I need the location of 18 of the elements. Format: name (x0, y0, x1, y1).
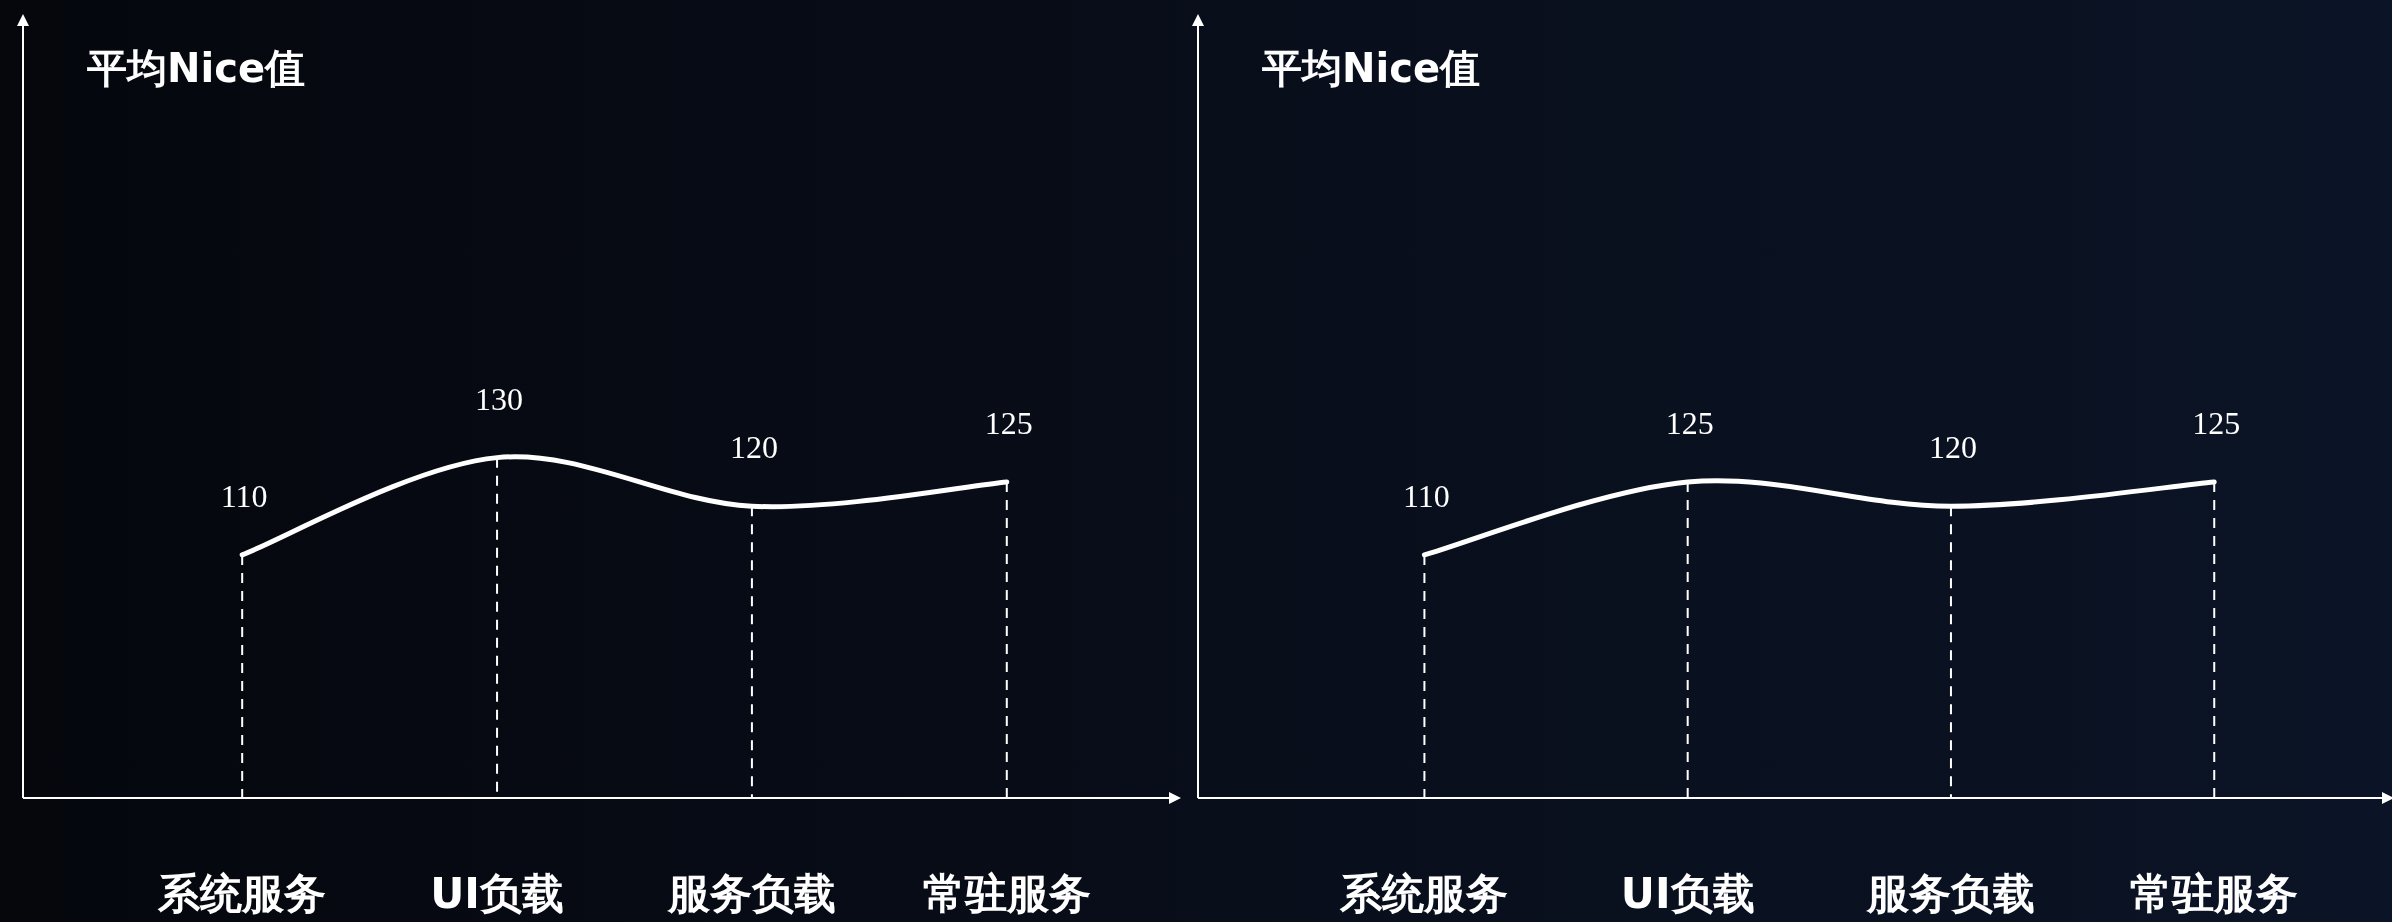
data-label: 120 (729, 429, 778, 466)
x-tick-label: 系统服务 (1339, 869, 1509, 918)
data-label: 125 (1665, 404, 1714, 441)
text: 平均Nice值 (86, 45, 306, 91)
x-tick-label: 服务负载 (1865, 869, 2035, 918)
data-label: 110 (220, 477, 268, 514)
data-label: 125 (984, 404, 1033, 441)
text: 平均Nice值 (1261, 45, 1481, 91)
data-label: 130 (475, 380, 524, 417)
data-label: 110 (1403, 477, 1450, 514)
x-tick-label: 常驻服务 (922, 869, 1091, 918)
x-tick-label: 常驻服务 (2130, 869, 2299, 918)
x-tick-label: 服务负载 (666, 869, 836, 918)
x-tick-label: UI负载 (430, 869, 564, 918)
data-label: 120 (1928, 429, 1977, 466)
x-tick-label: UI负载 (1620, 869, 1755, 918)
x-tick-label: 系统服务 (157, 869, 327, 918)
data-label: 125 (2192, 404, 2241, 441)
